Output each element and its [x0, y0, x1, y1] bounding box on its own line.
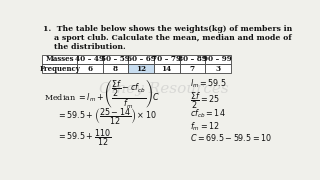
Text: 12: 12 [136, 65, 146, 73]
Text: Masses: Masses [45, 55, 74, 63]
Text: 60 – 69: 60 – 69 [127, 55, 156, 63]
Text: Olney Resources: Olney Resources [99, 82, 229, 96]
Text: $cf_{cb} = 14$: $cf_{cb} = 14$ [190, 108, 226, 120]
Text: 80 – 89: 80 – 89 [178, 55, 207, 63]
Text: 90 – 99: 90 – 99 [204, 55, 232, 63]
Text: 70 – 79: 70 – 79 [152, 55, 181, 63]
Text: $l_m = 59.5$: $l_m = 59.5$ [190, 77, 227, 89]
Bar [205, 64, 231, 73]
Text: $\dfrac{\Sigma f}{2} = 25$: $\dfrac{\Sigma f}{2} = 25$ [190, 90, 220, 111]
Text: a sport club. Calculate the mean, median and mode of: a sport club. Calculate the mean, median… [43, 34, 292, 42]
Text: 50 – 59: 50 – 59 [101, 55, 130, 63]
Text: $f_m = 12$: $f_m = 12$ [190, 120, 220, 133]
Text: 14: 14 [162, 65, 172, 73]
Text: the distribution.: the distribution. [43, 43, 126, 51]
Text: 1.  The table below shows the weights(kg) of members in: 1. The table below shows the weights(kg)… [43, 25, 292, 33]
Bar [103, 64, 128, 73]
Bar [154, 55, 180, 64]
Text: 3: 3 [215, 65, 220, 73]
Bar [180, 55, 205, 64]
Bar [77, 64, 103, 73]
Text: $= 59.5 + \left(\dfrac{25 - 14}{12}\right) \times 10$: $= 59.5 + \left(\dfrac{25 - 14}{12}\righ… [57, 106, 157, 127]
Bar [154, 64, 180, 73]
Text: 8: 8 [113, 65, 118, 73]
Bar [77, 55, 103, 64]
Text: 40 – 49: 40 – 49 [76, 55, 105, 63]
Bar [42, 55, 77, 64]
Bar [42, 64, 77, 73]
Bar [205, 55, 231, 64]
Text: $= 59.5 + \dfrac{110}{12}$: $= 59.5 + \dfrac{110}{12}$ [57, 128, 111, 148]
Text: Median $= l_m + \left(\dfrac{\dfrac{\Sigma f}{2} - cf_{cb}}{f_m}\right)C$: Median $= l_m + \left(\dfrac{\dfrac{\Sig… [44, 77, 160, 110]
Bar [128, 64, 154, 73]
Bar [128, 55, 154, 64]
Text: $C = 69.5 - 59.5 = 10$: $C = 69.5 - 59.5 = 10$ [190, 132, 272, 143]
Text: Frequency: Frequency [39, 65, 80, 73]
Text: 6: 6 [87, 65, 92, 73]
Text: 7: 7 [190, 65, 195, 73]
Bar [180, 64, 205, 73]
Bar [103, 55, 128, 64]
